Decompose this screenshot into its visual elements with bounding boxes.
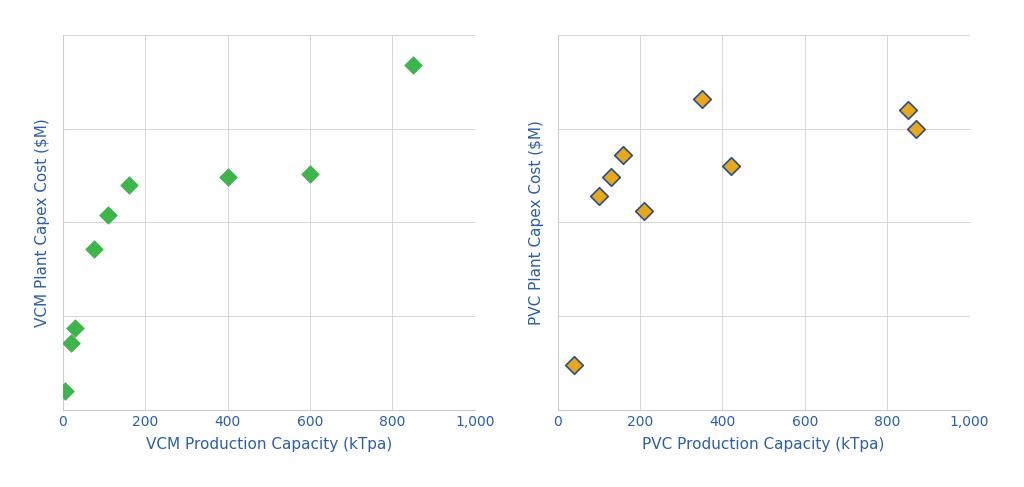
Point — [68, 323, 84, 331]
Point — [566, 361, 583, 369]
Point — [722, 162, 738, 170]
Point — [615, 151, 632, 159]
Point — [219, 173, 236, 181]
Point — [693, 94, 710, 102]
Point — [56, 388, 73, 395]
Point — [404, 61, 421, 69]
Point — [899, 106, 915, 113]
X-axis label: VCM Production Capacity (kTpa): VCM Production Capacity (kTpa) — [145, 437, 392, 452]
Point — [908, 125, 925, 132]
Y-axis label: PVC Plant Capex Cost ($M): PVC Plant Capex Cost ($M) — [529, 120, 545, 325]
X-axis label: PVC Production Capacity (kTpa): PVC Production Capacity (kTpa) — [642, 437, 885, 452]
Point — [591, 192, 607, 200]
Point — [62, 338, 79, 346]
Point — [121, 181, 137, 189]
Point — [302, 169, 318, 177]
Point — [603, 173, 620, 181]
Point — [636, 207, 652, 215]
Point — [100, 211, 117, 219]
Y-axis label: VCM Plant Capex Cost ($M): VCM Plant Capex Cost ($M) — [35, 118, 50, 327]
Point — [86, 245, 102, 253]
